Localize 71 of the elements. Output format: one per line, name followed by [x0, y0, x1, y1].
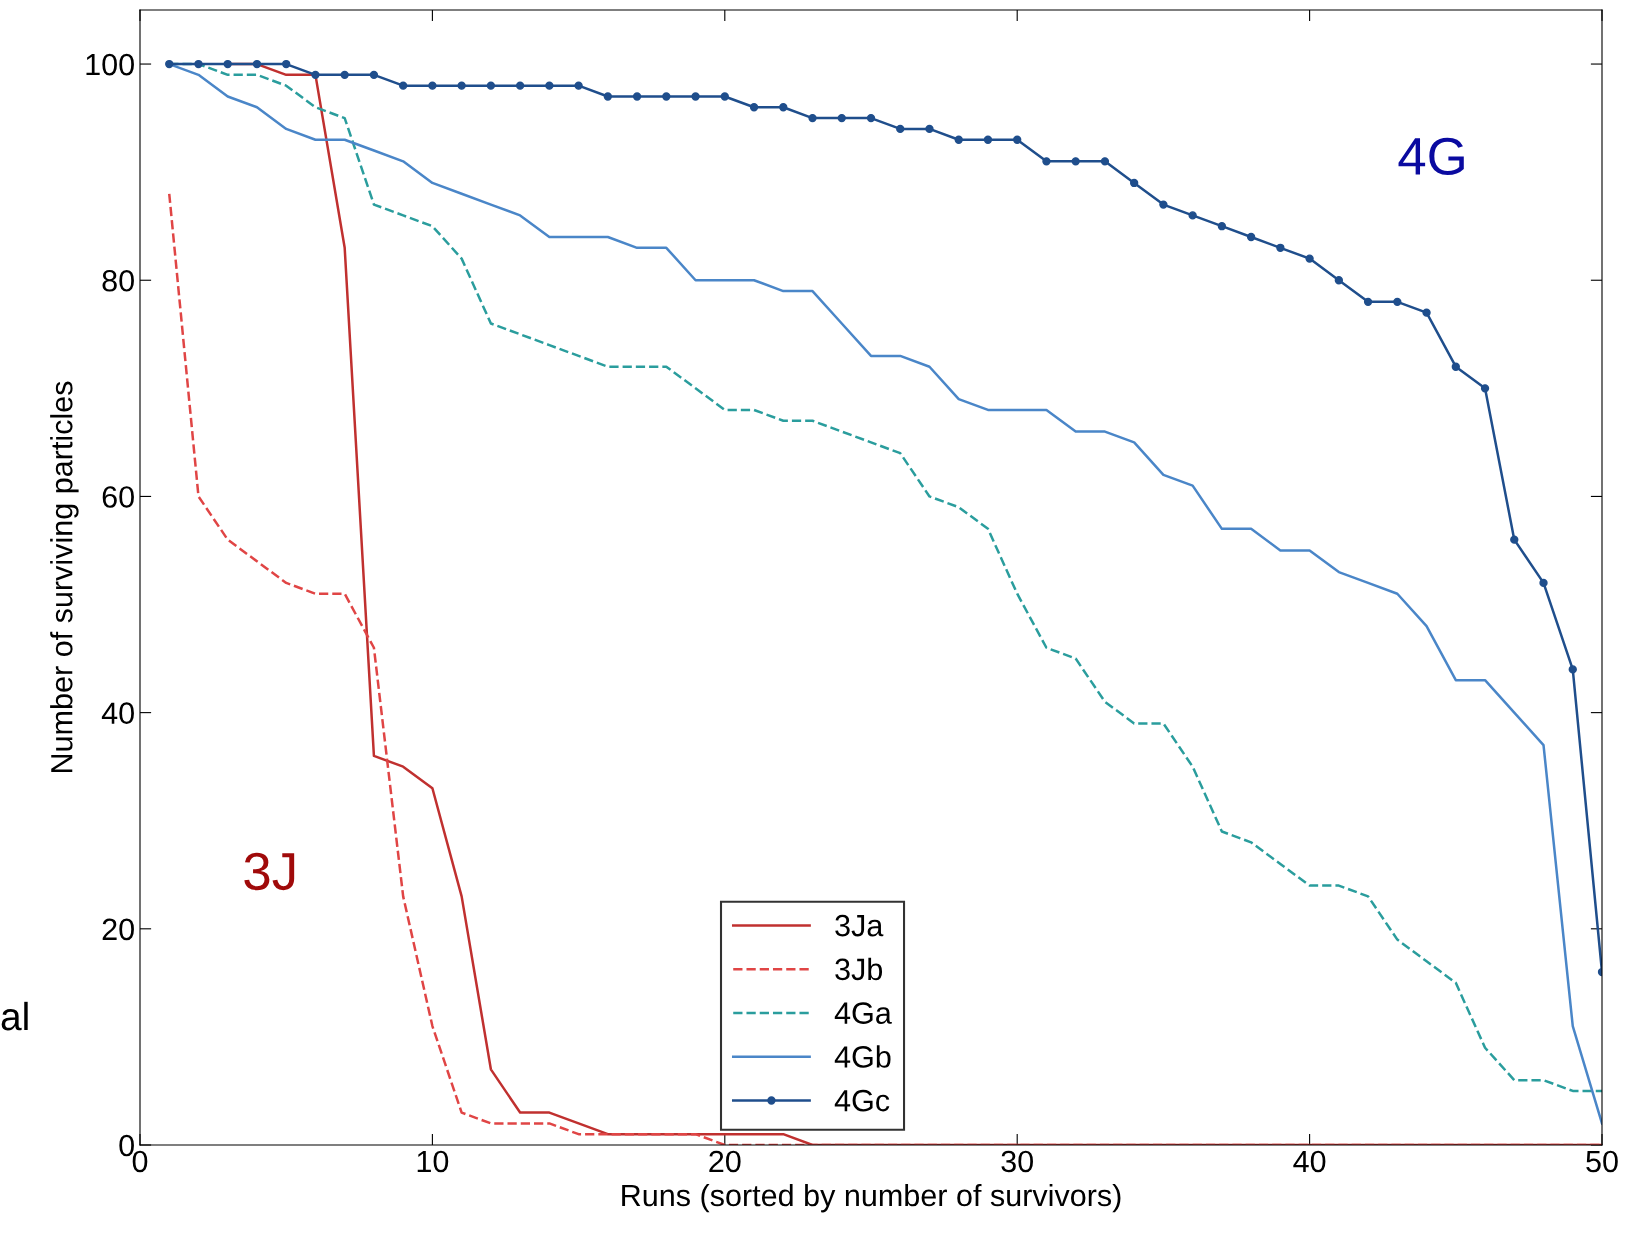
x-tick-label: 20: [709, 1150, 741, 1173]
y-tick-label: 80: [102, 269, 134, 292]
point: [1451, 362, 1460, 371]
point: [1042, 157, 1051, 166]
point: [194, 59, 203, 69]
point: [954, 135, 963, 144]
point: [457, 81, 466, 90]
x-tick-label: 10: [417, 1150, 449, 1173]
point: [1480, 384, 1490, 393]
x-tick-label: 40: [1293, 1150, 1326, 1173]
text: al: [1, 1001, 28, 1031]
annotation: 4G: [1398, 137, 1464, 176]
y-tick-label: 0: [119, 1134, 134, 1157]
annotation: 3J: [244, 852, 295, 891]
point: [428, 81, 437, 90]
point: [1159, 200, 1168, 209]
legend-label: 3Ja: [835, 914, 884, 937]
point: [632, 92, 642, 101]
legend-label: 4Gc: [834, 1089, 890, 1112]
y-tick-label: 100: [86, 53, 134, 76]
point: [603, 92, 613, 101]
point: [1217, 222, 1227, 231]
point: [808, 113, 817, 123]
point: [369, 70, 379, 80]
x-tick-label: 50: [1586, 1150, 1618, 1173]
point: [837, 113, 846, 123]
y-tick-label: 60: [102, 486, 134, 508]
point: [1568, 665, 1577, 674]
point: [515, 81, 525, 90]
point: [720, 92, 729, 101]
point: [691, 92, 700, 101]
point: [1100, 157, 1110, 166]
point: [486, 81, 496, 90]
point: [1246, 232, 1256, 242]
point: [1393, 297, 1402, 307]
point: [1305, 254, 1314, 263]
point: [340, 70, 349, 80]
point: [398, 81, 408, 90]
point: [252, 59, 262, 69]
point: [223, 59, 232, 69]
point: [662, 92, 671, 101]
point: [1013, 135, 1022, 144]
legend-label: 3Jb: [835, 957, 883, 981]
point: [1334, 276, 1344, 285]
point: [896, 124, 905, 134]
x-tick-label: 30: [1001, 1150, 1033, 1173]
point: [1539, 578, 1548, 588]
point: [282, 59, 291, 69]
point: [983, 135, 993, 144]
point: [749, 103, 759, 112]
legend-label: 4Ga: [834, 1002, 892, 1024]
y-tick-label: 20: [102, 918, 134, 941]
point: [1363, 297, 1373, 307]
point: [779, 103, 788, 112]
x-tick-label: 0: [132, 1150, 148, 1173]
point: [165, 59, 174, 69]
point: [1129, 178, 1139, 188]
point: [1071, 157, 1080, 166]
point: [925, 124, 934, 134]
point: [311, 70, 320, 80]
point: [866, 113, 876, 123]
point: [1422, 308, 1431, 317]
point: [1188, 211, 1197, 220]
point: [545, 81, 554, 90]
y-axis-title: Number of surviving particles: [50, 381, 79, 772]
point: [574, 81, 583, 90]
x-axis-title: Runs (sorted by number of survivors): [622, 1183, 1121, 1213]
point: [1276, 243, 1285, 252]
legend-label: 4Gb: [834, 1045, 891, 1068]
point: [1510, 535, 1519, 544]
y-tick-label: 40: [101, 702, 134, 724]
